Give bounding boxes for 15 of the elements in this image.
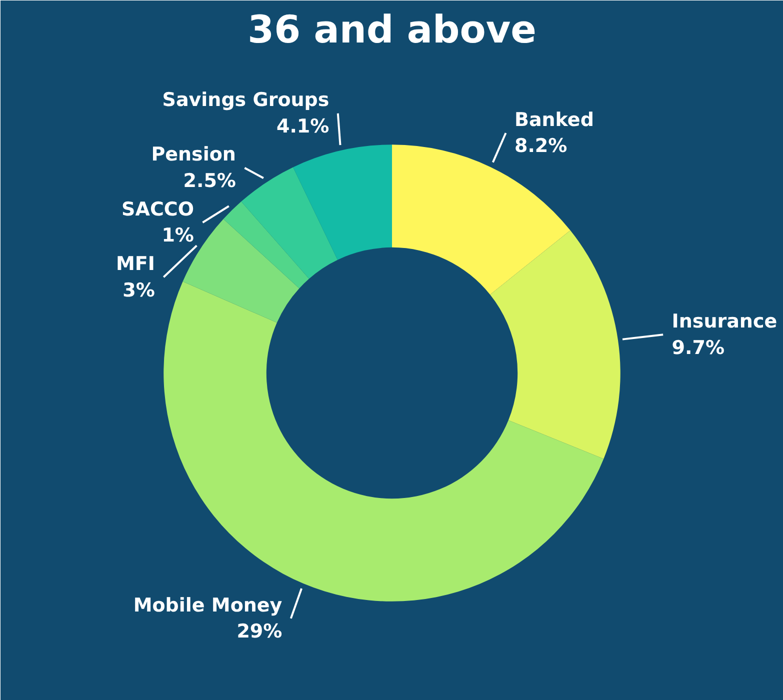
chart-title: 36 and above: [248, 8, 536, 52]
slice-label: Pension: [151, 144, 236, 166]
data-label: 29%: [236, 620, 282, 643]
slice-label: Mobile Money: [133, 594, 283, 616]
data-label: 4.1%: [276, 116, 330, 138]
data-label: 9.7%: [672, 336, 724, 359]
slice-label: SACCO: [122, 198, 194, 220]
data-label: 3%: [122, 279, 155, 302]
data-label: 8.2%: [514, 135, 568, 158]
slice-label: Banked: [514, 108, 594, 131]
slice-label: Insurance: [672, 310, 778, 332]
slice-label: MFI: [116, 252, 155, 275]
data-label: 1%: [162, 224, 194, 247]
data-label: 2.5%: [183, 170, 236, 192]
slice-label: Savings Groups: [162, 89, 330, 112]
